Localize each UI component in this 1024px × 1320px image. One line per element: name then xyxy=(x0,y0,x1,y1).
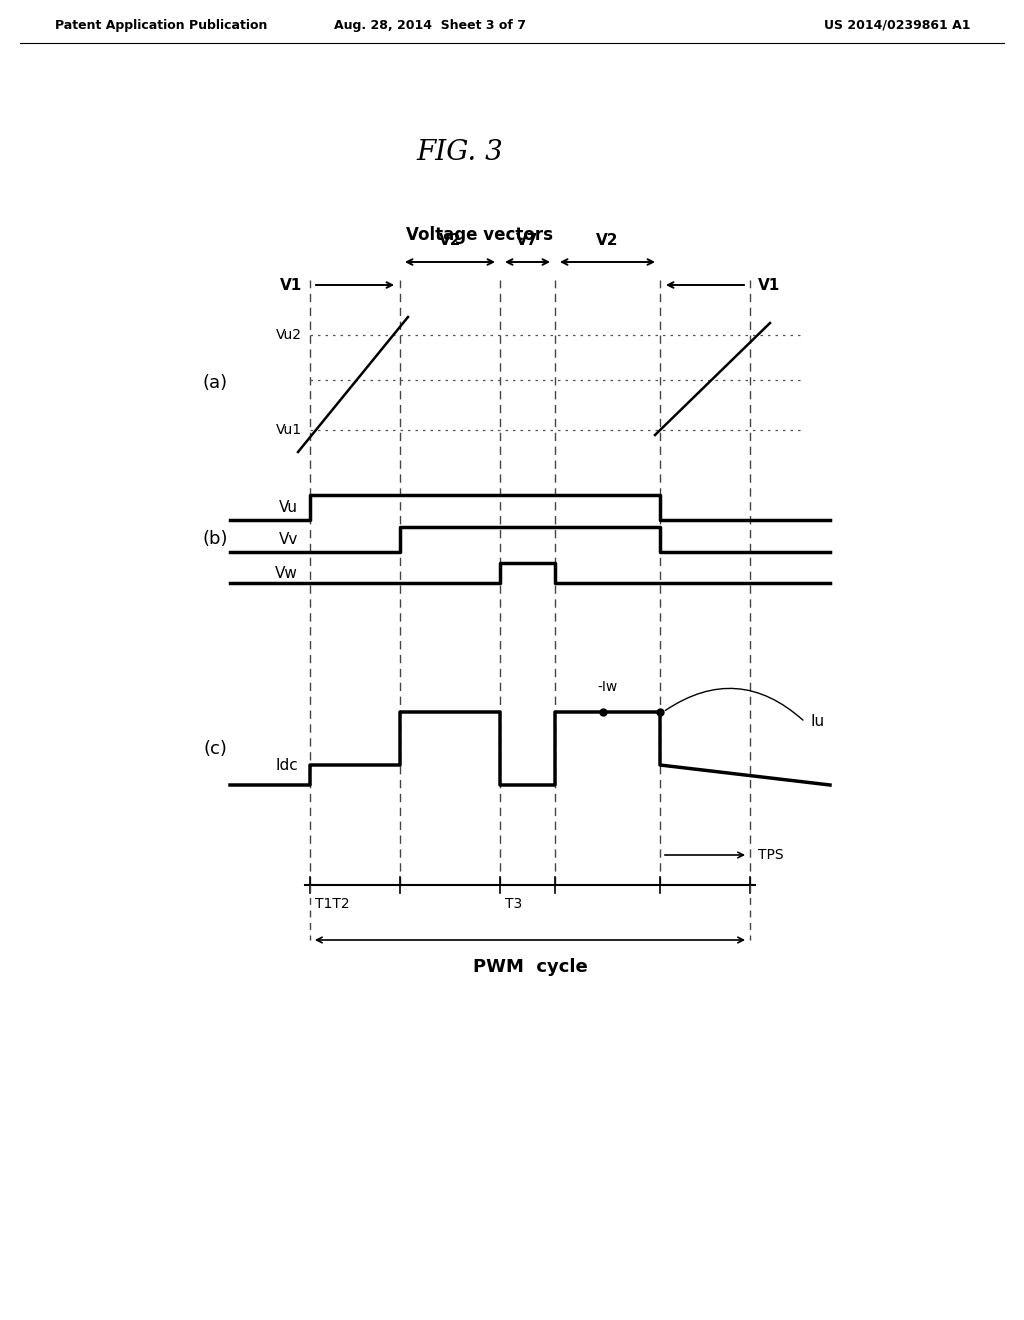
Text: (c): (c) xyxy=(203,739,227,758)
Text: US 2014/0239861 A1: US 2014/0239861 A1 xyxy=(823,18,970,32)
Text: T3: T3 xyxy=(505,898,522,911)
Text: V1: V1 xyxy=(758,277,780,293)
Text: Vw: Vw xyxy=(275,565,298,581)
Text: V2: V2 xyxy=(438,234,461,248)
Text: PWM  cycle: PWM cycle xyxy=(473,958,588,975)
Text: V7: V7 xyxy=(516,234,539,248)
Text: T1T2: T1T2 xyxy=(315,898,349,911)
Text: Vu1: Vu1 xyxy=(275,422,302,437)
Text: FIG. 3: FIG. 3 xyxy=(417,139,504,165)
Text: (b): (b) xyxy=(203,531,227,548)
Text: Aug. 28, 2014  Sheet 3 of 7: Aug. 28, 2014 Sheet 3 of 7 xyxy=(334,18,526,32)
Text: Vu: Vu xyxy=(279,500,298,515)
Text: V1: V1 xyxy=(280,277,302,293)
Text: V2: V2 xyxy=(596,234,618,248)
Text: Vv: Vv xyxy=(279,532,298,546)
Text: Patent Application Publication: Patent Application Publication xyxy=(55,18,267,32)
Text: TPS: TPS xyxy=(758,847,783,862)
Text: Voltage vectors: Voltage vectors xyxy=(407,226,554,244)
Text: Idc: Idc xyxy=(275,758,298,772)
Text: -Iw: -Iw xyxy=(597,680,617,694)
Text: (a): (a) xyxy=(203,374,227,392)
Text: Vu2: Vu2 xyxy=(276,327,302,342)
Text: Iu: Iu xyxy=(810,714,824,730)
